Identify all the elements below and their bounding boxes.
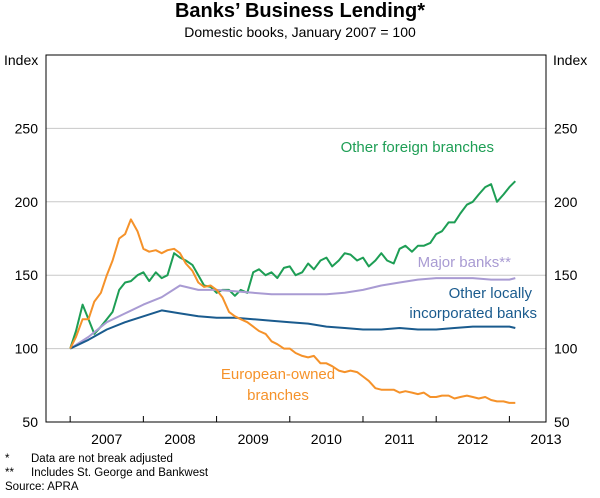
y-tick-label-left: 200 (15, 194, 39, 210)
chart-subtitle: Domestic books, January 2007 = 100 (184, 24, 416, 40)
series-line-other-foreign-branches (69, 180, 517, 349)
x-tick-label: 2009 (238, 431, 269, 447)
grid-lines (46, 127, 546, 350)
x-tick-label: 2008 (164, 431, 195, 447)
x-tick-label: 2013 (530, 431, 561, 447)
series-annotation: European-owned (221, 366, 335, 383)
chart-title: Banks’ Business Lending* (174, 0, 426, 22)
y-tick-label-right: 100 (554, 341, 578, 357)
y-tick-label-left: 100 (15, 341, 39, 357)
series-line-other-locally-incorporated-banks (69, 309, 516, 350)
note-mark: ** (5, 467, 14, 479)
series-lines (69, 180, 517, 404)
series-labels: Other foreign branches Major banks** Other… (221, 139, 537, 404)
plot-frame (45, 54, 547, 423)
y-tick-label-left: 150 (15, 267, 39, 283)
note-text: Data are not break adjusted (31, 453, 173, 465)
left-axis-unit: Index (4, 52, 39, 68)
series-annotation: incorporated banks (409, 305, 537, 322)
series-line-european-owned-branches (69, 218, 516, 404)
series-annotation: Other locally (449, 285, 533, 302)
right-axis-unit: Index (553, 52, 588, 68)
note-row: ** Includes St. George and Bankwest (5, 466, 208, 480)
y-tick-label-left: 250 (15, 120, 39, 136)
note-row: * Data are not break adjusted (5, 452, 208, 466)
series-annotation: branches (247, 387, 309, 404)
y-tick-label-right: 200 (554, 194, 578, 210)
series-annotation: Major banks** (418, 254, 512, 271)
y-tick-label-left: 50 (22, 414, 38, 430)
x-tick-label: 2010 (311, 431, 342, 447)
axis-ticks: 50 50 100 100 150 150 200 200 250 250 2007 2008 2009… (15, 120, 578, 447)
series-annotation: Other foreign branches (341, 139, 494, 156)
y-tick-label-right: 150 (554, 267, 578, 283)
x-tick-label: 2007 (91, 431, 122, 447)
chart-notes: * Data are not break adjusted ** Include… (5, 452, 208, 494)
source-note: Source: APRA (5, 481, 79, 493)
x-tick-label: 2011 (385, 431, 415, 447)
note-text: Includes St. George and Bankwest (31, 467, 209, 479)
x-tick-label: 2012 (457, 431, 488, 447)
y-tick-label-right: 250 (554, 120, 578, 136)
note-mark: * (5, 453, 10, 465)
y-tick-label-right: 50 (554, 414, 570, 430)
series-line-major-banks (69, 277, 516, 350)
